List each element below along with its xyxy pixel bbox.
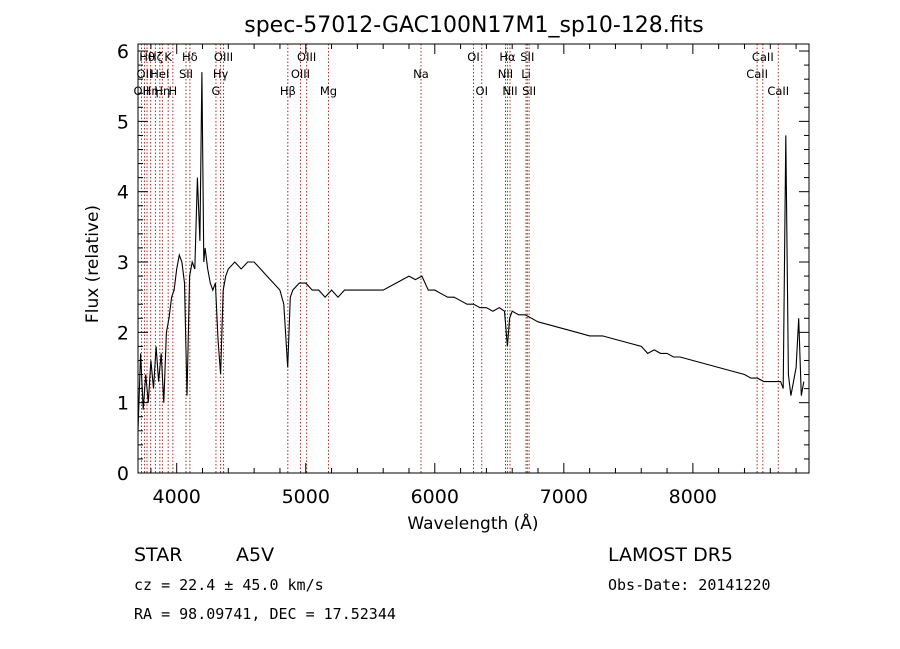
line-marker-label: Hδ [182, 50, 198, 64]
y-tick-label: 5 [117, 111, 129, 133]
y-tick-label: 4 [117, 182, 129, 204]
line-marker-label: G [211, 84, 220, 98]
line-marker-label: CaII [752, 50, 774, 64]
line-marker-label: OII [137, 67, 153, 81]
line-marker-label: Hη [143, 84, 159, 98]
chart-title: spec-57012-GAC100N17M1_sp10-128.fits [244, 13, 704, 38]
x-tick-label: 4000 [153, 486, 201, 508]
line-marker-label: SII [522, 84, 536, 98]
subclass: A5V [236, 544, 274, 566]
spectrum-line [137, 72, 805, 431]
line-marker-label: HeI [150, 67, 169, 81]
line-marker-label: H [169, 84, 178, 98]
y-tick-label: 6 [117, 41, 129, 63]
y-tick-label: 1 [117, 393, 129, 415]
plot-frame [137, 43, 810, 474]
line-marker-label: Hα [499, 50, 516, 64]
x-axis-label: Wavelength (Å) [407, 512, 538, 534]
y-tick-label: 2 [117, 322, 129, 344]
y-axis-label: Flux (relative) [83, 205, 103, 323]
line-marker-label: SII [179, 67, 193, 81]
line-marker-label: OIII [291, 67, 310, 81]
line-marker-label: Hη [154, 84, 170, 98]
line-marker-label: OI [476, 84, 488, 98]
line-marker-label: Hθ [139, 50, 155, 64]
y-axis-ticks: 0 1 2 3 4 5 6 [117, 41, 809, 485]
x-tick-label: 8000 [669, 486, 717, 508]
x-tick-label: 6000 [411, 486, 459, 508]
line-marker-label: Hζ [148, 50, 163, 64]
x-axis-ticks: 4000 5000 6000 7000 8000 [150, 44, 797, 508]
line-marker-label: K [164, 50, 172, 64]
obs-date: Obs-Date: 20141220 [608, 576, 771, 594]
line-marker-label: Hβ [280, 84, 296, 98]
object-class: STAR [134, 544, 182, 566]
line-marker-label: OI [467, 50, 479, 64]
y-tick-label: 3 [117, 252, 129, 274]
cz-value: cz = 22.4 ± 45.0 km/s [134, 576, 324, 594]
line-marker-label: Na [413, 67, 429, 81]
line-marker-label: NII [502, 84, 517, 98]
line-marker-label: CaII [746, 67, 768, 81]
x-tick-label: 7000 [540, 486, 588, 508]
line-marker-label: OIII [297, 50, 316, 64]
line-marker-label: Hγ [213, 67, 229, 81]
line-marker-label: CaII [767, 84, 789, 98]
line-marker-label: SII [520, 50, 534, 64]
line-marker-labels: OIIOIIHθHηHζHeIHηKHSIIHδGHγOIIIHβOIIIOII… [134, 50, 790, 98]
line-markers [140, 44, 779, 473]
y-tick-label: 0 [117, 463, 129, 485]
line-marker-label: Li [521, 67, 531, 81]
coordinates: RA = 98.09741, DEC = 17.52344 [134, 605, 396, 623]
line-marker-label: Mg [320, 84, 337, 98]
survey-label: LAMOST DR5 [608, 544, 733, 566]
x-tick-label: 5000 [282, 486, 330, 508]
line-marker-label: OIII [214, 50, 233, 64]
line-marker-label: NII [498, 67, 513, 81]
